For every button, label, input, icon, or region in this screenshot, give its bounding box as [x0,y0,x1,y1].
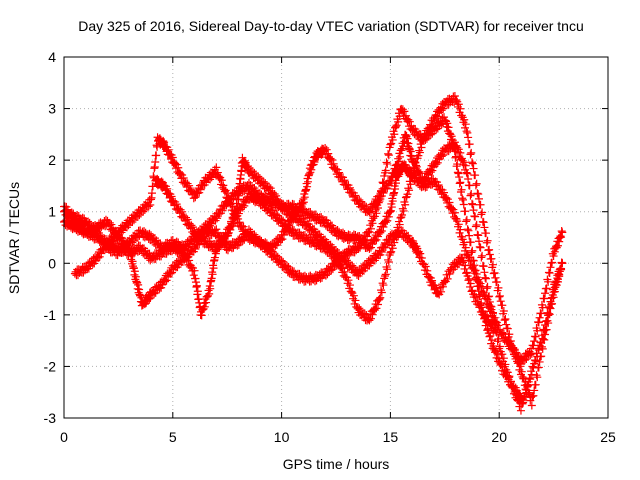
y-tick-label: -2 [44,358,57,374]
plus-markers [151,153,499,335]
y-axis-label: SDTVAR / TECUs [6,182,22,294]
x-axis-label: GPS time / hours [283,456,390,472]
x-tick-label: 15 [383,429,399,445]
y-tick-label: 0 [48,255,56,271]
y-tick-label: -1 [44,307,57,323]
y-tick-label: -3 [44,410,57,426]
plus-markers [70,130,567,415]
plus-markers [60,91,567,410]
x-tick-label: 25 [600,429,616,445]
x-tick-label: 20 [491,429,507,445]
y-tick-label: 2 [48,152,56,168]
chart-title: Day 325 of 2016, Sidereal Day-to-day VTE… [78,18,584,34]
plot-frame [63,56,609,419]
x-tick-label: 10 [274,429,290,445]
y-tick-label: 3 [48,101,56,117]
y-tick-label: 1 [48,204,56,220]
data-marks [60,91,567,415]
series-track-5 [151,153,499,335]
x-tick-label: 5 [169,429,177,445]
y-tick-label: 4 [48,49,56,65]
series-track-4 [70,130,567,415]
x-tick-label: 0 [60,429,68,445]
series-track-2 [60,91,567,410]
